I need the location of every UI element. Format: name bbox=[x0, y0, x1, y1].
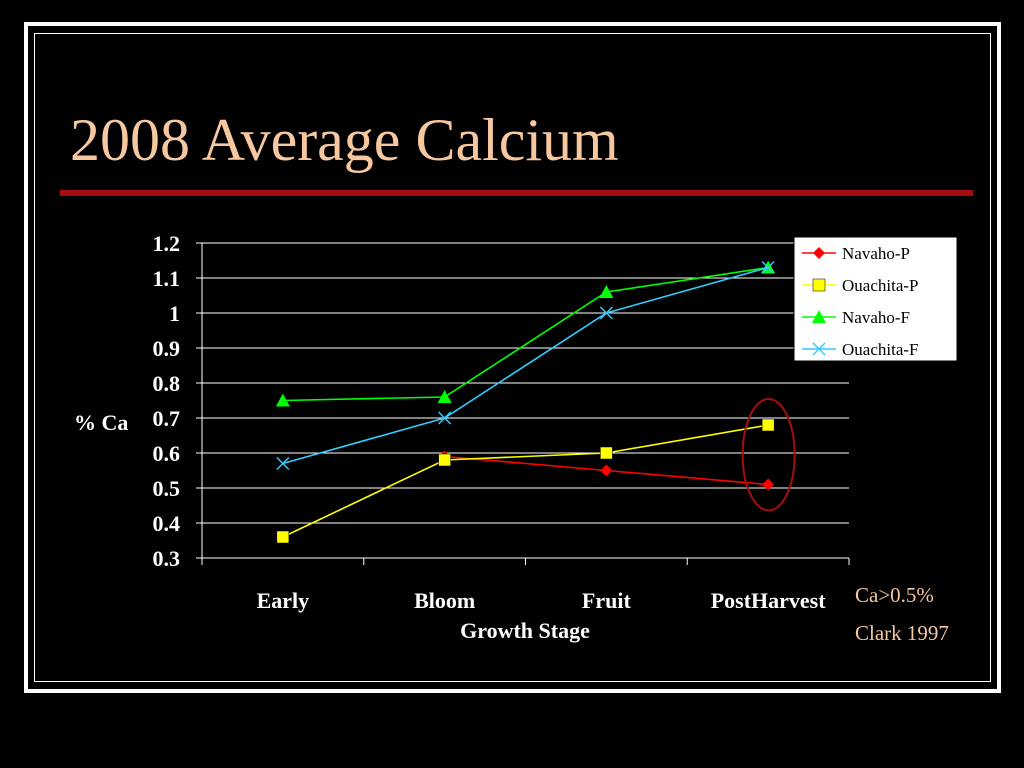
point-marker bbox=[599, 285, 614, 298]
y-tick-label: 0.5 bbox=[153, 476, 181, 501]
point-marker bbox=[600, 446, 613, 460]
y-axis-label: % Ca bbox=[74, 410, 128, 435]
y-tick-label: 0.7 bbox=[153, 406, 181, 431]
point-marker bbox=[762, 478, 775, 491]
x-tick-label: Fruit bbox=[582, 588, 632, 613]
point-marker bbox=[812, 342, 826, 356]
series-line bbox=[282, 266, 769, 465]
slide-frame-inner bbox=[34, 33, 991, 682]
y-tick-label: 0.6 bbox=[153, 441, 181, 466]
series-navaho-p bbox=[438, 450, 775, 491]
highlight-ellipse bbox=[741, 398, 796, 512]
x-tick-label: Early bbox=[257, 588, 310, 613]
point-marker bbox=[812, 278, 826, 292]
legend-label: Ouachita-P bbox=[842, 276, 918, 295]
x-axis-label: Growth Stage bbox=[460, 618, 590, 643]
threshold-note: Ca>0.5% bbox=[855, 583, 934, 607]
point-marker bbox=[599, 306, 613, 320]
y-tick-label: 0.8 bbox=[153, 371, 181, 396]
point-marker bbox=[813, 247, 825, 259]
y-tick-label: 1.1 bbox=[153, 266, 181, 291]
y-tick-label: 0.3 bbox=[153, 546, 181, 571]
legend-box bbox=[793, 236, 958, 362]
point-marker bbox=[276, 456, 290, 471]
x-tick-label: PostHarvest bbox=[711, 588, 827, 613]
source-note: Clark 1997 bbox=[855, 621, 949, 645]
series-ouachita-p bbox=[276, 418, 775, 544]
series-ouachita-f bbox=[276, 260, 775, 471]
legend-label: Navaho-F bbox=[842, 308, 910, 327]
point-marker bbox=[812, 310, 826, 323]
point-marker bbox=[276, 530, 290, 544]
y-tick-label: 0.9 bbox=[153, 336, 181, 361]
point-marker bbox=[438, 411, 452, 425]
point-marker bbox=[761, 260, 775, 275]
y-tick-label: 1 bbox=[169, 301, 180, 326]
series-line bbox=[282, 424, 769, 538]
legend-label: Navaho-P bbox=[842, 244, 910, 263]
y-tick-label: 0.4 bbox=[153, 511, 181, 536]
point-marker bbox=[761, 418, 775, 432]
legend: Navaho-P Ouachita-P Navaho-F Ouachita-F bbox=[793, 236, 958, 362]
title-divider bbox=[60, 190, 973, 196]
point-marker bbox=[438, 453, 451, 467]
x-tick-label: Bloom bbox=[414, 588, 475, 613]
slide-frame-outer bbox=[24, 22, 1001, 693]
y-tick-label: 1.2 bbox=[153, 231, 181, 256]
slide-title: 2008 Average Calcium bbox=[70, 107, 619, 173]
point-marker bbox=[600, 464, 613, 477]
series-line bbox=[282, 266, 769, 402]
point-marker bbox=[437, 390, 452, 403]
legend-label: Ouachita-F bbox=[842, 340, 918, 359]
point-marker bbox=[275, 393, 290, 407]
